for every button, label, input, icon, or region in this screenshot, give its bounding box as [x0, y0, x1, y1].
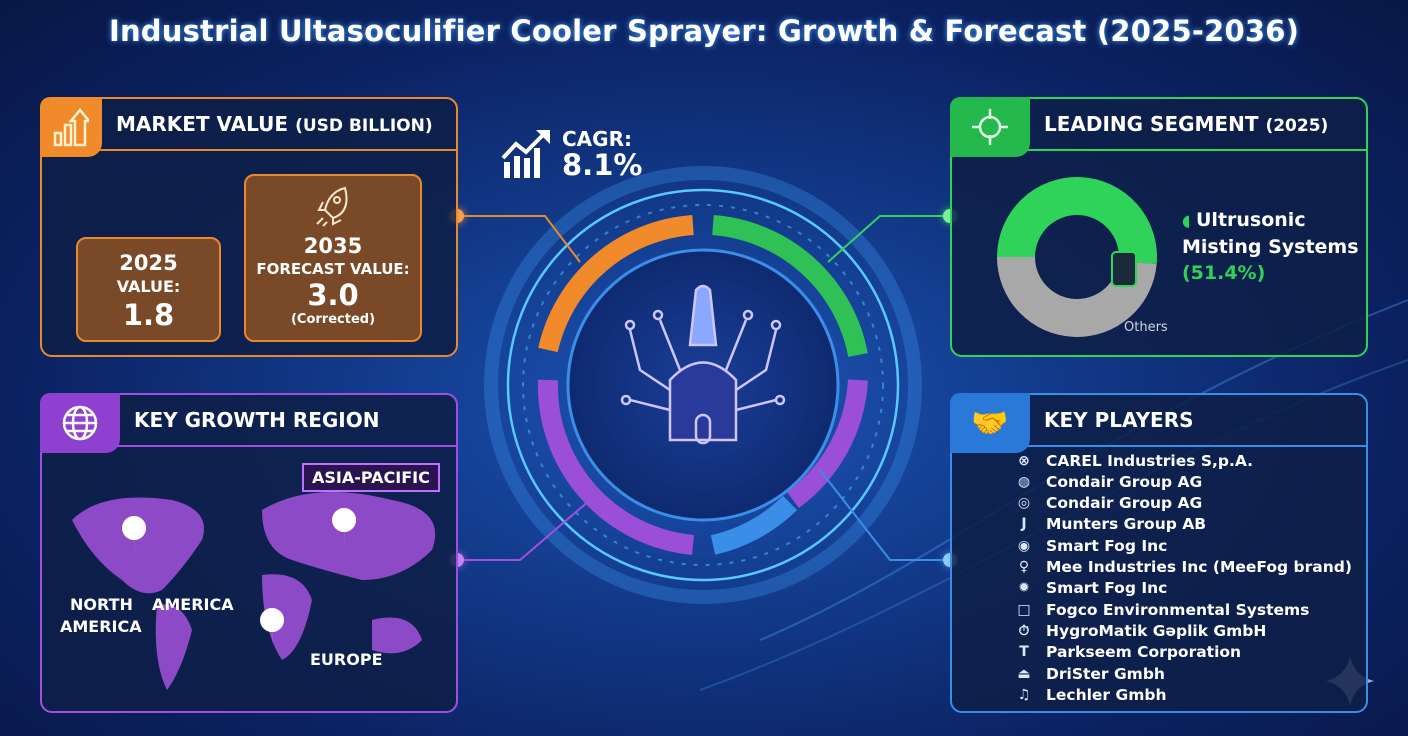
- player-name: Condair Group AG: [1046, 472, 1203, 491]
- player-logo-icon: ⊗: [1018, 452, 1030, 469]
- segment-donut: [997, 177, 1157, 337]
- ring-segment-purple-right: [786, 379, 868, 509]
- rocket-icon: [316, 186, 348, 227]
- bar-chart-up-icon: [40, 97, 102, 157]
- player-item: □ Fogco Environmental Systems: [1010, 599, 1309, 620]
- value-2025-card: 2025 VALUE: 1.8: [76, 237, 221, 342]
- north-label: NORTH: [70, 595, 133, 614]
- leading-segment-panel: LEADING SEGMENT (2025) ◖ Ultrusonic Mist…: [950, 97, 1368, 357]
- region-title: KEY GROWTH REGION: [134, 408, 380, 432]
- america-label: AMERICA: [152, 595, 234, 614]
- player-logo-icon: □: [1017, 601, 1031, 618]
- growth-region-panel: KEY GROWTH REGION ASIA-PACIFIC NORTH AME…: [40, 393, 458, 713]
- others-label: Others: [1124, 320, 1168, 335]
- donut-slice-ultrasonic: [997, 177, 1157, 265]
- growth-chart-icon: [501, 130, 550, 178]
- players-title: KEY PLAYERS: [1044, 408, 1194, 432]
- forecast-year: 2035: [303, 234, 363, 258]
- nozzle-icon: [950, 97, 1030, 157]
- player-item: ⏏ DriSter Gmbh: [1010, 663, 1165, 684]
- forecast-2035-card: 2035 FORECAST VALUE: 3.0 (Corrected): [244, 174, 422, 342]
- key-players-panel: 🤝 KEY PLAYERS: [950, 393, 1368, 713]
- player-item: ⊗ CAREL Industries S,p.A.: [1010, 450, 1253, 471]
- asia-pacific-label: ASIA-PACIFIC: [302, 463, 440, 492]
- ring-segment-green: [712, 215, 868, 357]
- player-name: Condair Group AG: [1046, 494, 1203, 513]
- market-value-panel: MARKET VALUE (USD BILLION) 2025 VALUE: 1…: [40, 97, 458, 357]
- player-item: ♫ Lechler Gmbh: [1010, 684, 1167, 705]
- player-logo-icon: ◍: [1017, 473, 1031, 490]
- market-value-unit: (USD BILLION): [295, 116, 433, 136]
- cagr-block: CAGR: 8.1%: [500, 128, 642, 180]
- player-item: ♀ Mee Industries Inc (MeeFog brand): [1010, 557, 1352, 578]
- sprayer-nozzle-circuit-icon: [620, 284, 786, 445]
- player-item: ◎ Condair Group AG: [1010, 493, 1202, 514]
- ring-segment-blue: [710, 495, 798, 555]
- forecast-value: 3.0: [307, 278, 359, 312]
- player-item: ✹ Smart Fog Inc: [1010, 578, 1167, 599]
- segment-share: (51.4%): [1182, 262, 1266, 284]
- market-value-title: MARKET VALUE: [116, 112, 289, 136]
- player-name: CAREL Industries S,p.A.: [1046, 451, 1254, 470]
- player-name: Munters Group AB: [1046, 515, 1207, 534]
- player-name: Smart Fog Inc: [1046, 536, 1168, 555]
- outer-glow-ring: [484, 166, 922, 604]
- value-2025-label: VALUE:: [116, 277, 181, 296]
- player-logo-icon: ✹: [1018, 580, 1030, 597]
- value-2025-year: 2025: [119, 251, 178, 275]
- segment-name-2: Misting Systems: [1182, 236, 1359, 258]
- player-logo-icon: ♫: [1017, 686, 1031, 703]
- leaf-icon: ◖: [1182, 211, 1196, 230]
- ring-segment-orange: [538, 215, 694, 353]
- globe-icon: [40, 393, 120, 453]
- outer-ring: [506, 188, 900, 582]
- segment-label: ◖ Ultrusonic Misting Systems (51.4%): [1182, 207, 1359, 286]
- map-pin-icon: [332, 508, 357, 550]
- player-item: ◉ Smart Fog Inc: [1010, 535, 1167, 556]
- player-logo-icon: ♀: [1018, 559, 1030, 575]
- forecast-label: FORECAST VALUE:: [256, 260, 410, 278]
- player-name: Fogco Environmental Systems: [1046, 600, 1310, 619]
- map-pin-icon: [260, 608, 285, 650]
- cagr-value: 8.1%: [562, 147, 643, 182]
- player-logo-icon: ◉: [1017, 537, 1031, 554]
- player-logo-icon: T: [1019, 644, 1029, 661]
- player-logo-icon: ⏱: [1018, 622, 1030, 639]
- segment-name-1: Ultrusonic: [1196, 209, 1306, 231]
- map-pin-icon: [122, 516, 147, 558]
- cagr-label: CAGR:: [562, 126, 632, 151]
- europe-label: EUROPE: [310, 650, 383, 669]
- handshake-icon: 🤝: [950, 393, 1030, 453]
- player-name: DriSter Gmbh: [1046, 664, 1165, 683]
- player-name: Mee Industries Inc (MeeFog brand): [1046, 558, 1352, 576]
- player-logo-icon: ⏏: [1017, 665, 1031, 682]
- player-logo-icon: J: [1021, 516, 1027, 533]
- world-map: [72, 492, 436, 690]
- america-label-2: AMERICA: [60, 617, 142, 636]
- forecast-note: (Corrected): [290, 312, 376, 327]
- player-item: ◍ Condair Group AG: [1010, 471, 1202, 492]
- leading-segment-year: (2025): [1265, 116, 1329, 136]
- player-item: ⏱ HygroMatik Gəplik GmbH: [1010, 620, 1267, 641]
- player-logo-icon: ◎: [1017, 495, 1031, 512]
- player-name: Lechler Gmbh: [1046, 685, 1167, 704]
- spray-bottle-icon: [1111, 251, 1137, 287]
- player-name: Smart Fog Inc: [1046, 579, 1168, 598]
- leading-segment-title: LEADING SEGMENT: [1044, 112, 1259, 136]
- player-item: J Munters Group AB: [1010, 514, 1206, 535]
- ring-segment-purple: [537, 379, 695, 555]
- player-name: Parkseem Corporation: [1046, 643, 1242, 662]
- player-item: T Parkseem Corporation: [1010, 642, 1241, 663]
- page-title: Industrial Ultasoculifier Cooler Sprayer…: [108, 14, 1300, 48]
- player-name: HygroMatik Gəplik GmbH: [1046, 621, 1267, 640]
- value-2025-number: 1.8: [122, 298, 175, 332]
